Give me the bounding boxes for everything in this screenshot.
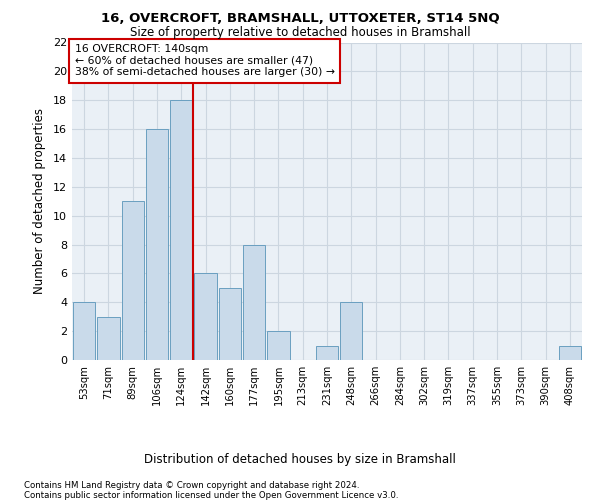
Bar [267,331,290,360]
Bar [97,316,119,360]
Text: Size of property relative to detached houses in Bramshall: Size of property relative to detached ho… [130,26,470,39]
Text: Contains HM Land Registry data © Crown copyright and database right 2024.: Contains HM Land Registry data © Crown c… [24,481,359,490]
Text: Distribution of detached houses by size in Bramshall: Distribution of detached houses by size … [144,452,456,466]
Bar [340,302,362,360]
Bar [146,129,168,360]
Text: 16, OVERCROFT, BRAMSHALL, UTTOXETER, ST14 5NQ: 16, OVERCROFT, BRAMSHALL, UTTOXETER, ST1… [101,12,499,26]
Bar [316,346,338,360]
Y-axis label: Number of detached properties: Number of detached properties [33,108,46,294]
Bar [73,302,95,360]
Bar [170,100,193,360]
Bar [243,244,265,360]
Bar [559,346,581,360]
Bar [122,201,144,360]
Bar [218,288,241,360]
Text: 16 OVERCROFT: 140sqm
← 60% of detached houses are smaller (47)
38% of semi-detac: 16 OVERCROFT: 140sqm ← 60% of detached h… [74,44,335,78]
Bar [194,274,217,360]
Text: Contains public sector information licensed under the Open Government Licence v3: Contains public sector information licen… [24,491,398,500]
